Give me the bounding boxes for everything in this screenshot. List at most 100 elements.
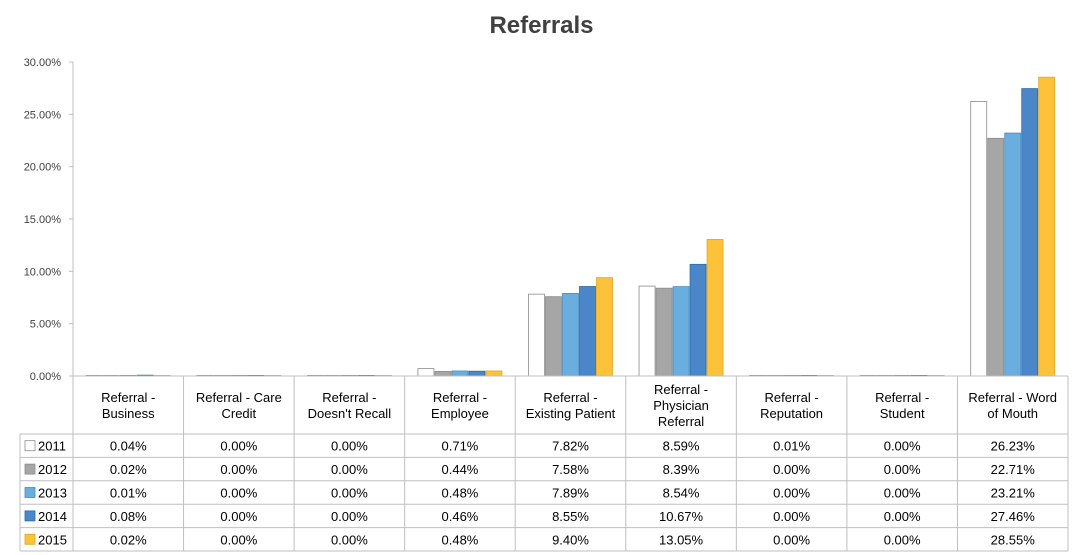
bar-2015 <box>485 370 503 377</box>
category-label: Student <box>880 406 925 421</box>
y-tick-label: 15.00% <box>24 214 62 226</box>
bar-2012 <box>545 296 562 377</box>
data-label: 23.21% <box>991 486 1036 501</box>
data-label: 0.48% <box>442 486 479 501</box>
data-label: 7.89% <box>552 486 589 501</box>
bar-2014 <box>579 286 596 377</box>
data-label: 8.59% <box>663 439 700 454</box>
data-label: 9.40% <box>552 532 589 547</box>
legend-swatch-2011 <box>24 440 36 452</box>
bar-2013 <box>451 370 469 377</box>
category-label: of Mouth <box>987 406 1038 421</box>
chart-title: Referrals <box>489 12 594 39</box>
data-label: 0.08% <box>110 509 147 524</box>
data-label: 0.00% <box>331 532 368 547</box>
legend-swatch-2014 <box>24 510 36 522</box>
legend-swatch-2012 <box>24 463 36 475</box>
data-label: 7.58% <box>552 462 589 477</box>
category-label: Existing Patient <box>526 406 616 421</box>
data-label: 28.55% <box>991 532 1036 547</box>
data-label: 0.71% <box>442 439 479 454</box>
legend-label: 2014 <box>38 509 67 524</box>
category-label: Doesn't Recall <box>308 406 392 421</box>
data-label: 0.44% <box>442 462 479 477</box>
category-label: Reputation <box>760 406 823 421</box>
legend-label: 2013 <box>38 486 67 501</box>
data-label: 0.02% <box>110 532 147 547</box>
bar-2013 <box>562 293 579 377</box>
category-label: Referral <box>658 414 704 429</box>
bar-2013 <box>1004 132 1022 377</box>
data-label: 0.46% <box>442 509 479 524</box>
legend-label: 2015 <box>38 532 67 547</box>
category-label: Referral - Care <box>196 390 282 405</box>
data-label: 0.00% <box>220 509 257 524</box>
category-label: Referral - <box>322 390 376 405</box>
category-label: Referral - <box>875 390 929 405</box>
data-label: 8.39% <box>663 462 700 477</box>
y-tick-label: 30.00% <box>24 57 62 69</box>
bar-2011 <box>528 293 545 377</box>
bar-2011 <box>638 285 656 377</box>
category-label: Business <box>102 406 155 421</box>
bar-2014 <box>468 370 486 377</box>
data-label: 0.02% <box>110 462 147 477</box>
y-tick-label: 5.00% <box>30 319 61 331</box>
legend-swatch-2013 <box>24 487 36 498</box>
bar-2014 <box>1021 88 1039 377</box>
bar-2011 <box>970 101 988 377</box>
bar-2011 <box>417 368 435 377</box>
data-label: 22.71% <box>991 462 1036 477</box>
category-label: Referral - <box>433 390 487 405</box>
data-label: 0.00% <box>884 486 921 501</box>
data-label: 0.00% <box>884 462 921 477</box>
data-label: 0.00% <box>884 532 921 547</box>
bar-2012 <box>987 137 1005 377</box>
data-label: 13.05% <box>659 532 704 547</box>
bar-2015 <box>706 239 724 377</box>
data-label: 27.46% <box>991 509 1036 524</box>
data-label: 0.01% <box>773 439 810 454</box>
data-label: 0.00% <box>331 509 368 524</box>
bar-2013 <box>672 286 690 377</box>
category-label: Physician <box>653 398 709 413</box>
data-label: 10.67% <box>659 509 704 524</box>
data-label: 0.00% <box>773 532 810 547</box>
category-label: Referral - <box>765 390 819 405</box>
bar-2012 <box>655 287 673 377</box>
data-label: 0.01% <box>110 486 147 501</box>
legend-label: 2012 <box>38 462 67 477</box>
data-label: 0.00% <box>884 439 921 454</box>
category-label: Referral - <box>101 390 155 405</box>
legend-swatch-2015 <box>24 533 36 545</box>
category-label: Referral - <box>654 382 708 397</box>
data-label: 0.04% <box>110 439 147 454</box>
category-label: Referral - Word <box>968 390 1057 405</box>
data-label: 0.00% <box>220 439 257 454</box>
data-label: 0.00% <box>773 509 810 524</box>
y-tick-label: 0.00% <box>30 371 61 383</box>
y-tick-label: 10.00% <box>24 266 62 278</box>
data-label: 8.54% <box>663 486 700 501</box>
data-label: 0.00% <box>220 462 257 477</box>
category-label: Employee <box>431 406 489 421</box>
y-tick-label: 20.00% <box>24 162 62 174</box>
y-tick-label: 25.00% <box>24 109 62 121</box>
data-label: 0.00% <box>884 509 921 524</box>
bar-2014 <box>689 263 707 377</box>
bar-2015 <box>1038 76 1056 377</box>
data-label: 0.00% <box>220 486 257 501</box>
data-label: 0.00% <box>331 462 368 477</box>
category-label: Referral - <box>543 390 597 405</box>
data-label: 0.00% <box>331 439 368 454</box>
category-label: Credit <box>221 406 256 421</box>
data-label: 0.48% <box>442 532 479 547</box>
data-label: 0.00% <box>773 486 810 501</box>
data-label: 0.00% <box>220 532 257 547</box>
data-label: 0.00% <box>331 486 368 501</box>
bar-2012 <box>434 370 452 377</box>
legend-label: 2011 <box>38 439 66 454</box>
data-label: 0.00% <box>773 462 810 477</box>
data-label: 7.82% <box>552 439 589 454</box>
